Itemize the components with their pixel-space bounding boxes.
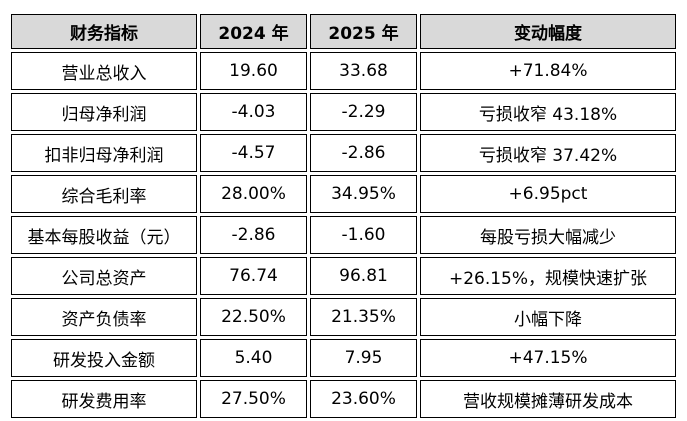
table-cell: 22.50% <box>200 298 307 336</box>
table-row: 基本每股收益（元） -2.86 -1.60 每股亏损大幅减少 <box>11 216 676 254</box>
table-cell: 研发投入金额 <box>11 339 197 377</box>
header-cell: 2024 年 <box>200 14 307 49</box>
header-cell: 财务指标 <box>11 14 197 49</box>
table-cell: -2.86 <box>310 134 417 172</box>
header-cell: 变动幅度 <box>420 14 676 49</box>
table-row: 研发投入金额 5.40 7.95 +47.15% <box>11 339 676 377</box>
table-cell: 23.60% <box>310 380 417 418</box>
table-row: 公司总资产 76.74 96.81 +26.15%，规模快速扩张 <box>11 257 676 295</box>
table-cell: 76.74 <box>200 257 307 295</box>
table-cell: 28.00% <box>200 175 307 213</box>
table-cell: 小幅下降 <box>420 298 676 336</box>
table-cell: 亏损收窄 43.18% <box>420 93 676 131</box>
table-cell: 营业总收入 <box>11 52 197 90</box>
table-row: 扣非归母净利润 -4.57 -2.86 亏损收窄 37.42% <box>11 134 676 172</box>
table-cell: 公司总资产 <box>11 257 197 295</box>
table-cell: +47.15% <box>420 339 676 377</box>
table-row: 研发费用率 27.50% 23.60% 营收规模摊薄研发成本 <box>11 380 676 418</box>
table-row: 营业总收入 19.60 33.68 +71.84% <box>11 52 676 90</box>
table-cell: 资产负债率 <box>11 298 197 336</box>
table-cell: 27.50% <box>200 380 307 418</box>
table-row: 归母净利润 -4.03 -2.29 亏损收窄 43.18% <box>11 93 676 131</box>
table-cell: 亏损收窄 37.42% <box>420 134 676 172</box>
table-row: 综合毛利率 28.00% 34.95% +6.95pct <box>11 175 676 213</box>
table-cell: -1.60 <box>310 216 417 254</box>
table-cell: -4.03 <box>200 93 307 131</box>
table-cell: 33.68 <box>310 52 417 90</box>
table-cell: 归母净利润 <box>11 93 197 131</box>
table-cell: +71.84% <box>420 52 676 90</box>
table-cell: -4.57 <box>200 134 307 172</box>
financial-table: 财务指标 2024 年 2025 年变动幅度 营业总收入 19.60 33.68 +71.… <box>8 11 679 421</box>
table-cell: -2.29 <box>310 93 417 131</box>
table-cell: -2.86 <box>200 216 307 254</box>
table-cell: +6.95pct <box>420 175 676 213</box>
header-row: 财务指标 2024 年 2025 年变动幅度 <box>11 14 676 49</box>
table-cell: 每股亏损大幅减少 <box>420 216 676 254</box>
table-cell: 19.60 <box>200 52 307 90</box>
header-cell: 2025 年 <box>310 14 417 49</box>
table-cell: 7.95 <box>310 339 417 377</box>
table-cell: +26.15%，规模快速扩张 <box>420 257 676 295</box>
table-cell: 21.35% <box>310 298 417 336</box>
table-cell: 扣非归母净利润 <box>11 134 197 172</box>
table-cell: 96.81 <box>310 257 417 295</box>
table-cell: 34.95% <box>310 175 417 213</box>
table-cell: 研发费用率 <box>11 380 197 418</box>
table-cell: 营收规模摊薄研发成本 <box>420 380 676 418</box>
table-row: 资产负债率 22.50% 21.35% 小幅下降 <box>11 298 676 336</box>
table-cell: 综合毛利率 <box>11 175 197 213</box>
table-cell: 基本每股收益（元） <box>11 216 197 254</box>
table-cell: 5.40 <box>200 339 307 377</box>
